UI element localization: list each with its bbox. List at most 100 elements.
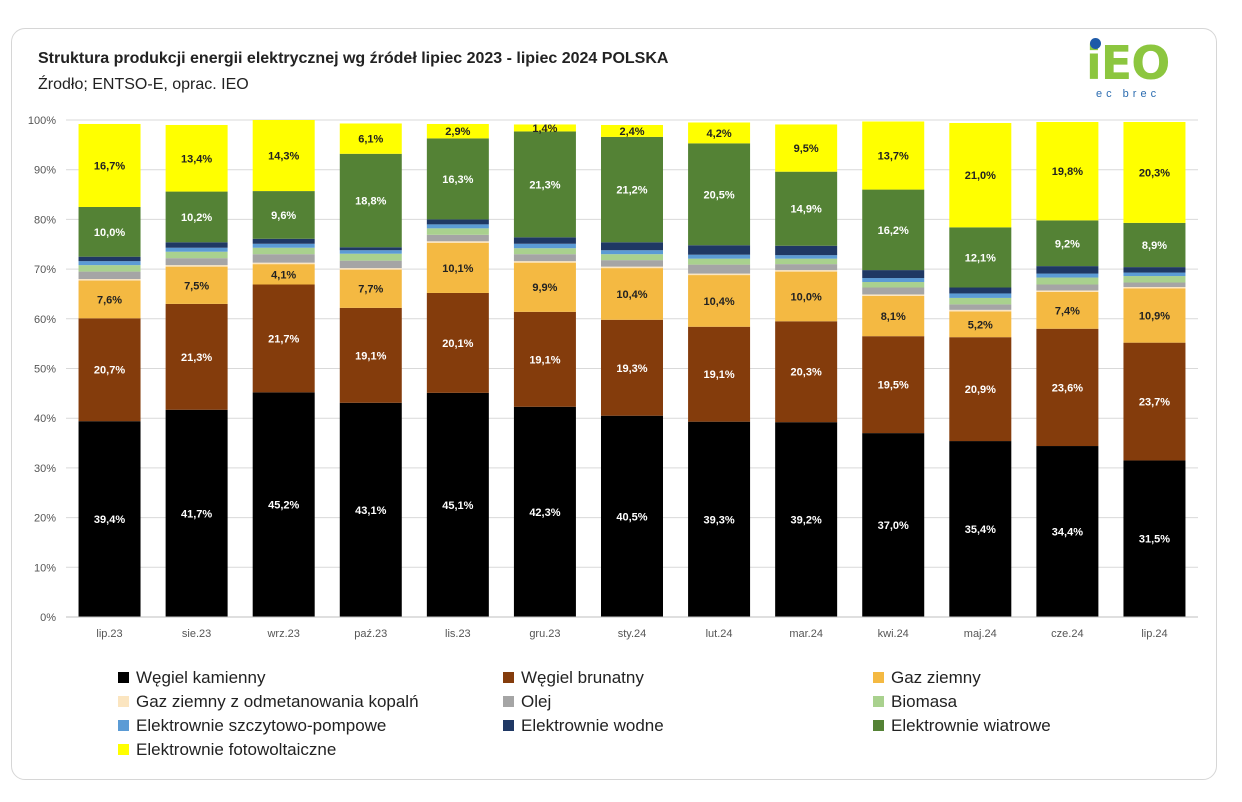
bar-segment [601, 254, 663, 261]
bar-segment [513, 254, 576, 262]
bar-segment [339, 260, 402, 269]
data-label: 19,1% [529, 354, 560, 366]
bar-segment [78, 421, 141, 617]
data-label: 40,5% [616, 511, 647, 523]
legend-item: Gaz ziemny [873, 668, 981, 688]
data-label: 2,9% [445, 126, 470, 138]
data-label: 23,6% [1052, 382, 1083, 394]
data-label: 34,4% [1052, 527, 1083, 539]
bar-segment [78, 279, 141, 281]
legend-item: Elektrownie wiatrowe [873, 716, 1051, 736]
data-label: 20,7% [94, 365, 125, 377]
legend-item: Elektrownie szczytowo-pompowe [118, 716, 386, 736]
bar-segment [78, 318, 141, 422]
bar-segment [688, 421, 751, 617]
bar-segment [688, 143, 751, 246]
data-label: 9,6% [271, 210, 296, 222]
data-label: 16,2% [878, 225, 909, 237]
bar-segment [426, 228, 489, 235]
bar-segment [1123, 288, 1186, 343]
bar-segment [165, 266, 228, 304]
bar-segment [1123, 276, 1186, 283]
y-tick-label: 10% [34, 562, 56, 574]
bar-segment [252, 254, 315, 263]
legend-swatch [503, 720, 514, 732]
bar-segment [688, 258, 751, 265]
bar-segment [339, 247, 402, 251]
bar-segment [1036, 220, 1099, 267]
data-label: 9,9% [532, 282, 557, 294]
data-label: 14,3% [268, 151, 299, 163]
y-tick-label: 50% [34, 364, 56, 376]
bar-segment [862, 287, 925, 295]
bar-segment [339, 250, 402, 254]
bar-segment [339, 123, 402, 154]
bar-segment [688, 254, 751, 259]
x-tick-label: sie.23 [182, 628, 211, 640]
bar-segment [339, 253, 402, 261]
data-label: 5,2% [968, 319, 993, 331]
bar-segment [513, 237, 576, 244]
bar-segment [78, 206, 141, 257]
data-label: 21,0% [965, 170, 996, 182]
data-label: 10,4% [703, 296, 734, 308]
legend-swatch [118, 672, 129, 684]
bar-segment [339, 153, 402, 248]
bar-segment [862, 336, 925, 434]
data-label: 35,4% [965, 524, 996, 536]
bar-segment [862, 433, 925, 617]
bar-segment [1036, 284, 1099, 291]
y-tick-label: 0% [40, 612, 56, 624]
data-label: 10,1% [442, 263, 473, 275]
bar-segment [252, 264, 315, 285]
legend-item: Olej [503, 692, 551, 712]
bar-segment [949, 297, 1012, 305]
bar-segment [1123, 267, 1186, 273]
bar-segment [1123, 121, 1186, 223]
bar-segment [862, 294, 925, 296]
data-label: 21,2% [616, 185, 647, 197]
bar-segment [949, 309, 1012, 312]
bar-segment [688, 264, 751, 274]
bar-segment [513, 131, 576, 238]
data-label: 31,5% [1139, 534, 1170, 546]
x-tick-label: kwi.24 [878, 628, 909, 640]
legend-label: Elektrownie szczytowo-pompowe [136, 716, 387, 735]
bar-segment [339, 402, 402, 617]
data-label: 20,9% [965, 384, 996, 396]
data-label: 16,3% [442, 174, 473, 186]
data-label: 7,4% [1055, 305, 1080, 317]
data-label: 45,2% [268, 500, 299, 512]
data-label: 16,7% [94, 160, 125, 172]
data-label: 6,1% [358, 134, 383, 146]
bar-segment [78, 271, 141, 280]
bar-segment [862, 295, 925, 337]
bar-segment [601, 319, 663, 416]
bar-segment [426, 241, 489, 243]
bar-segment [601, 242, 663, 251]
bar-segment [688, 326, 751, 422]
data-label: 39,4% [94, 514, 125, 526]
bar-segment [949, 293, 1012, 298]
legend-swatch [118, 720, 129, 732]
bar-segment [862, 278, 925, 283]
legend-label: Elektrownie wodne [521, 716, 664, 735]
legend-item: Węgiel kamienny [118, 668, 265, 688]
bar-segment [165, 191, 228, 243]
bar-segment [862, 282, 925, 288]
bar-segment [165, 251, 228, 259]
data-label: 19,5% [878, 380, 909, 392]
data-label: 9,2% [1055, 238, 1080, 250]
bar-segment [78, 256, 141, 262]
data-label: 19,1% [355, 350, 386, 362]
data-label: 12,1% [965, 252, 996, 264]
bar-segment [1123, 272, 1186, 277]
data-label: 23,7% [1139, 397, 1170, 409]
bar-segment [252, 243, 315, 248]
bar-segment [601, 250, 663, 255]
bar-segment [949, 287, 1012, 294]
x-tick-label: gru.23 [529, 628, 560, 640]
x-tick-label: lip.24 [1141, 628, 1167, 640]
bar-segment [252, 247, 315, 255]
bar-segment [949, 227, 1012, 288]
